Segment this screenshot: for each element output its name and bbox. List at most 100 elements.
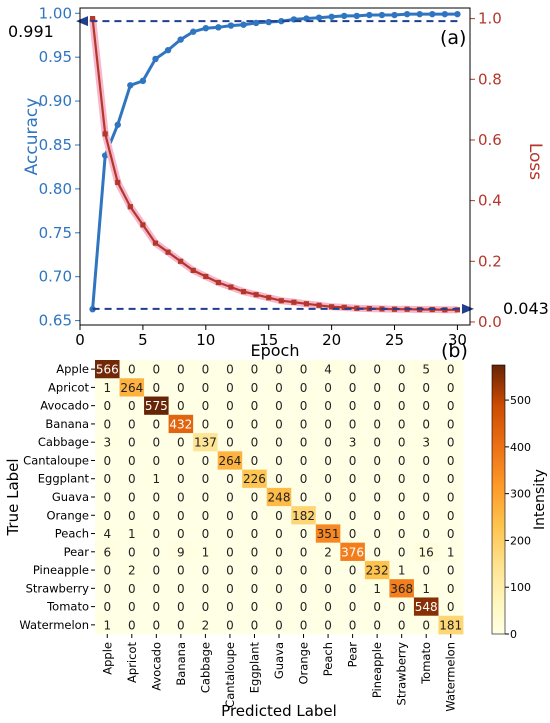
heatmap-cell bbox=[119, 524, 145, 544]
heatmap-cell bbox=[340, 451, 366, 470]
true-label-tick: Strawberry bbox=[26, 581, 90, 595]
heatmap-cell-value: 0 bbox=[447, 582, 455, 596]
heatmap-cell bbox=[315, 506, 341, 525]
heatmap-cell-value: 0 bbox=[177, 363, 185, 377]
heatmap-cell bbox=[413, 414, 439, 434]
panel-label-b: (b) bbox=[441, 340, 468, 362]
heatmap-cell-value: 1 bbox=[153, 472, 161, 486]
heatmap-cell bbox=[217, 560, 243, 580]
heatmap-cell bbox=[315, 433, 341, 452]
heatmap-cell-value: 0 bbox=[324, 436, 332, 450]
heatmap-cell-value: 1 bbox=[447, 545, 455, 559]
heatmap-cell-value: 0 bbox=[251, 509, 259, 523]
heatmap-cell-value: 0 bbox=[153, 436, 161, 450]
predicted-label-tick: Apricot bbox=[125, 642, 139, 683]
accuracy-point bbox=[378, 11, 386, 19]
heatmap-cell bbox=[438, 615, 464, 635]
heatmap-cell bbox=[389, 360, 415, 379]
heatmap-cell-value: 0 bbox=[324, 454, 332, 468]
heatmap-cell-value: 0 bbox=[349, 582, 357, 596]
y-left-tick-label: 0.75 bbox=[39, 224, 72, 242]
heatmap-cell bbox=[291, 360, 317, 379]
heatmap-cell bbox=[364, 451, 390, 470]
heatmap-cell-value: 0 bbox=[398, 545, 406, 559]
true-label-tick: Apple bbox=[56, 362, 89, 376]
loss-point bbox=[266, 295, 272, 301]
predicted-label-tick: Cabbage bbox=[198, 642, 212, 693]
accuracy-point bbox=[177, 36, 184, 43]
heatmap-cell-value: 0 bbox=[177, 618, 185, 632]
heatmap-cell bbox=[364, 469, 390, 489]
accuracy-point bbox=[240, 21, 247, 28]
heatmap-cell-value: 0 bbox=[398, 472, 406, 486]
heatmap-cell-value: 0 bbox=[447, 399, 455, 413]
x-tick-label: 15 bbox=[259, 331, 278, 349]
heatmap-cell-value: 0 bbox=[349, 454, 357, 468]
heatmap-cell bbox=[168, 542, 194, 562]
heatmap-cell-value: 0 bbox=[373, 454, 381, 468]
heatmap-cell-value: 2 bbox=[324, 545, 332, 559]
heatmap-cell bbox=[242, 597, 268, 617]
loss-point bbox=[240, 289, 247, 295]
confusion-matrix-chart: 566 0 0 0 0 0 0 0 0 4 0 0 0 5 01 264 0 0 0 0 0 0 0 0 0 0 0 0 00 0 575 0… bbox=[4, 340, 548, 720]
heatmap-cell-value: 264 bbox=[120, 381, 143, 395]
heatmap-cell bbox=[389, 487, 415, 507]
heatmap-cell-value: 0 bbox=[447, 381, 455, 395]
accuracy-point bbox=[366, 11, 373, 19]
true-label-tick: Pineapple bbox=[33, 563, 89, 577]
accuracy-point bbox=[127, 82, 134, 89]
heatmap-cell bbox=[413, 396, 439, 416]
heatmap-cell-value: 0 bbox=[275, 417, 283, 431]
accuracy-loss-chart: 0 5 10 15 20 25 30 0.65 0.70 0.75 0.80 0.85 0.90 0.95… bbox=[8, 4, 549, 360]
heatmap-cell-value: 0 bbox=[349, 399, 357, 413]
heatmap-cell-value: 0 bbox=[324, 618, 332, 632]
heatmap-cell bbox=[95, 542, 120, 562]
heatmap-cell bbox=[364, 542, 390, 562]
y-left-tick-label: 0.65 bbox=[39, 312, 72, 330]
y-right-tick-label: 0.8 bbox=[478, 70, 502, 88]
heatmap-cell bbox=[315, 615, 341, 635]
heatmap-cell-value: 264 bbox=[218, 454, 241, 468]
heatmap-cell-value: 1 bbox=[422, 582, 430, 596]
heatmap-cell bbox=[413, 451, 439, 470]
heatmap-cell-value: 9 bbox=[177, 545, 185, 559]
loss-point bbox=[89, 16, 96, 22]
y-left-tick-label: 0.70 bbox=[39, 268, 72, 286]
heatmap-cell-value: 0 bbox=[422, 527, 430, 541]
heatmap-cell-value: 0 bbox=[275, 399, 283, 413]
heatmap-cell bbox=[193, 396, 219, 416]
heatmap-cell-value: 0 bbox=[275, 509, 283, 523]
heatmap-cell bbox=[242, 579, 268, 598]
heatmap-cell bbox=[144, 524, 169, 544]
heatmap-cell-value: 0 bbox=[153, 545, 161, 559]
heatmap-cell bbox=[193, 378, 219, 397]
accuracy-point bbox=[152, 55, 159, 63]
heatmap-cell-value: 0 bbox=[251, 564, 259, 578]
heatmap-cell bbox=[217, 451, 243, 470]
true-label-tick: Orange bbox=[47, 508, 90, 522]
accuracy-point bbox=[215, 24, 222, 31]
heatmap-cell-value: 0 bbox=[251, 545, 259, 559]
accuracy-point bbox=[139, 77, 147, 85]
accuracy-point bbox=[328, 13, 335, 20]
heatmap-cell-value: 3 bbox=[103, 436, 111, 450]
heatmap-cell bbox=[266, 560, 292, 580]
accuracy-arrow-head bbox=[76, 16, 88, 27]
heatmap-cell bbox=[95, 579, 120, 598]
heatmap-cell bbox=[340, 433, 366, 452]
heatmap-cell bbox=[193, 524, 219, 544]
heatmap-cell bbox=[95, 487, 120, 507]
heatmap-cell bbox=[364, 396, 390, 416]
heatmap-cell bbox=[315, 360, 341, 379]
heatmap-cell bbox=[144, 487, 169, 507]
heatmap-cell-value: 1 bbox=[202, 545, 210, 559]
heatmap-cell bbox=[291, 396, 317, 416]
loss-point bbox=[341, 304, 347, 311]
heatmap-cell bbox=[144, 396, 169, 416]
heatmap-cell-value: 1 bbox=[128, 527, 136, 541]
heatmap-cell bbox=[364, 378, 390, 397]
heatmap-cell-value: 0 bbox=[128, 363, 136, 377]
heatmap-cell-value: 0 bbox=[275, 363, 283, 377]
heatmap-cell bbox=[168, 414, 194, 434]
heatmap-cell bbox=[242, 615, 268, 635]
